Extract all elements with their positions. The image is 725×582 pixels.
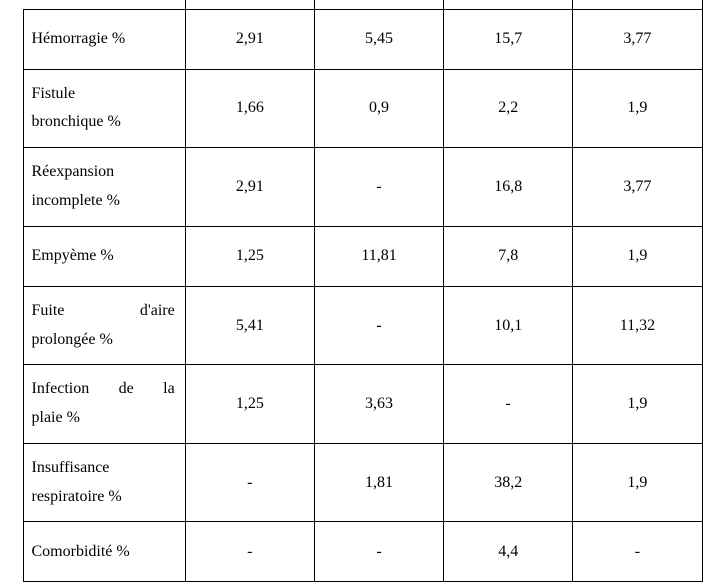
- table-body: Hémorragie %2,915,4515,73,77Fistulebronc…: [23, 9, 702, 582]
- value-cell: 7,8: [444, 226, 573, 286]
- value-cell: 2,91: [185, 148, 314, 227]
- value-cell: 16,8: [444, 148, 573, 227]
- value-cell: 1,25: [185, 365, 314, 444]
- table-row: Fistulebronchique %1,660,92,21,9: [23, 69, 702, 148]
- row-label: Insuffisancerespiratoire %: [23, 443, 185, 522]
- value-cell: 3,77: [573, 148, 702, 227]
- comparison-table: Jin gu lee Chang kwon park Regnard Notre…: [23, 0, 703, 582]
- value-cell: 38,2: [444, 443, 573, 522]
- value-cell: 3,63: [314, 365, 443, 444]
- table-row: Infectiondelaplaie %1,253,63-1,9: [23, 365, 702, 444]
- value-cell: -: [444, 365, 573, 444]
- value-cell: 3,77: [573, 9, 702, 69]
- value-cell: 11,32: [573, 286, 702, 365]
- value-cell: -: [185, 443, 314, 522]
- column-header: Notre série: [573, 0, 702, 9]
- table-row: Réexpansionincomplete %2,91-16,83,77: [23, 148, 702, 227]
- row-label: Comorbidité %: [23, 522, 185, 582]
- value-cell: 15,7: [444, 9, 573, 69]
- table-row: Insuffisancerespiratoire %-1,8138,21,9: [23, 443, 702, 522]
- row-label: Hémorragie %: [23, 9, 185, 69]
- row-label: Empyème %: [23, 226, 185, 286]
- header-empty: [23, 0, 185, 9]
- value-cell: 2,91: [185, 9, 314, 69]
- value-cell: -: [314, 286, 443, 365]
- row-label: Fistulebronchique %: [23, 69, 185, 148]
- column-header: Regnard: [444, 0, 573, 9]
- column-header: Chang kwon park: [314, 0, 443, 9]
- value-cell: 1,25: [185, 226, 314, 286]
- value-cell: 5,41: [185, 286, 314, 365]
- table-row: Comorbidité %--4,4-: [23, 522, 702, 582]
- value-cell: 10,1: [444, 286, 573, 365]
- value-cell: 1,81: [314, 443, 443, 522]
- table-row: Hémorragie %2,915,4515,73,77: [23, 9, 702, 69]
- value-cell: -: [185, 522, 314, 582]
- column-header: Jin gu lee: [185, 0, 314, 9]
- value-cell: 11,81: [314, 226, 443, 286]
- table-row: Empyème %1,2511,817,81,9: [23, 226, 702, 286]
- value-cell: 5,45: [314, 9, 443, 69]
- value-cell: 1,66: [185, 69, 314, 148]
- value-cell: 0,9: [314, 69, 443, 148]
- value-cell: -: [314, 148, 443, 227]
- value-cell: 4,4: [444, 522, 573, 582]
- row-label: Infectiondelaplaie %: [23, 365, 185, 444]
- value-cell: 1,9: [573, 226, 702, 286]
- row-label: Fuited'aireprolongée %: [23, 286, 185, 365]
- value-cell: -: [314, 522, 443, 582]
- value-cell: 1,9: [573, 443, 702, 522]
- row-label: Réexpansionincomplete %: [23, 148, 185, 227]
- header-row: Jin gu lee Chang kwon park Regnard Notre…: [23, 0, 702, 9]
- value-cell: -: [573, 522, 702, 582]
- table-row: Fuited'aireprolongée %5,41-10,111,32: [23, 286, 702, 365]
- value-cell: 1,9: [573, 69, 702, 148]
- value-cell: 1,9: [573, 365, 702, 444]
- value-cell: 2,2: [444, 69, 573, 148]
